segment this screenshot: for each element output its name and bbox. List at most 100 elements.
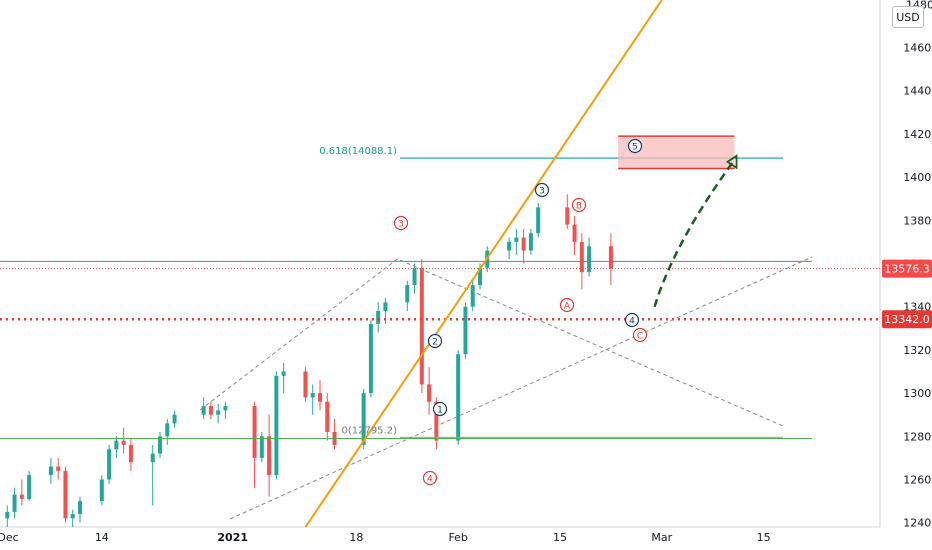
- candle-body: [478, 267, 482, 286]
- candle-body: [579, 241, 584, 273]
- candle-body: [150, 453, 155, 463]
- candle-body: [201, 406, 206, 415]
- level-price-badge: 13342.0: [884, 313, 930, 326]
- level-price-badge-bg[interactable]: [882, 310, 932, 329]
- candle-body: [158, 436, 162, 454]
- trend-line: [304, 0, 663, 528]
- candle-body: [121, 440, 126, 445]
- candle-body: [267, 436, 272, 476]
- time-label: 15: [553, 531, 567, 544]
- candle-body: [608, 246, 613, 269]
- wave-1-marker-circle: [432, 401, 448, 417]
- current-price-badge: 13576.3: [884, 263, 930, 276]
- wave-3-large-marker: 3: [398, 220, 404, 230]
- candle-body: [48, 466, 53, 476]
- time-label: Feb: [448, 531, 467, 544]
- fib-0618-label: 0.618(14088.1): [319, 146, 397, 157]
- candle-body: [78, 501, 82, 515]
- price-tick-label: 14600.0: [903, 42, 932, 55]
- price-tick-label: 12600.0: [903, 473, 932, 486]
- candle-body: [56, 466, 61, 471]
- time-label: 18: [349, 531, 363, 544]
- candle-body: [165, 423, 170, 437]
- wave-3-marker: 3: [539, 187, 545, 197]
- candle-body: [310, 393, 315, 398]
- price-tick-label: 13800.0: [903, 214, 932, 227]
- candle-body: [419, 267, 424, 385]
- channel-lower-line: [229, 256, 813, 520]
- candle-body: [99, 479, 104, 502]
- time-label: 14: [95, 531, 109, 544]
- candle-body: [70, 514, 75, 519]
- candle-body: [19, 494, 24, 499]
- candles-layer: [5, 194, 613, 527]
- wave-B-marker-circle: [571, 197, 587, 213]
- wave-A-marker: A: [564, 302, 571, 312]
- projection-arrowhead: [725, 154, 738, 170]
- candle-body: [128, 444, 133, 463]
- candle-body: [412, 267, 417, 286]
- candle-body: [208, 406, 213, 415]
- price-axis[interactable]: 14600.014400.014200.014000.013800.013600…: [882, 0, 932, 530]
- candle-body: [405, 285, 410, 303]
- candle-body: [572, 224, 577, 242]
- price-tick-label: 12400.0: [903, 517, 932, 530]
- candle-body: [376, 311, 381, 324]
- candle-body: [587, 246, 592, 273]
- candle-body: [281, 371, 286, 376]
- price-tick-label: 14000.0: [903, 171, 932, 184]
- candle-body: [536, 207, 541, 234]
- candle-body: [507, 241, 512, 251]
- wave-3-marker-circle: [534, 182, 550, 198]
- fib-0-label: 0(12795.2): [341, 425, 397, 436]
- candle-body: [521, 237, 526, 251]
- candle-body: [27, 475, 32, 499]
- candle-body: [325, 401, 330, 432]
- price-tick-label-top: 14800.0: [906, 0, 932, 11]
- candle-body: [463, 306, 468, 355]
- wave-4-marker-circle: [422, 470, 438, 486]
- wave-2-marker-circle: [427, 333, 443, 349]
- current-price-badge-bg[interactable]: [882, 259, 932, 278]
- candle-body: [303, 371, 308, 398]
- candle-body: [107, 449, 112, 480]
- price-tick-label: 12800.0: [903, 430, 932, 443]
- time-label: 15: [757, 531, 771, 544]
- wave-3-large-marker-circle: [393, 215, 409, 231]
- candle-body: [383, 302, 388, 312]
- candle-body: [514, 237, 519, 242]
- price-tick-label: 14400.0: [903, 85, 932, 98]
- candle-body: [470, 285, 475, 307]
- candle-body: [114, 440, 119, 450]
- wave-C-marker-circle: [632, 327, 648, 343]
- currency-badge[interactable]: USD: [892, 6, 924, 28]
- labels-layer: 1 2 3 4 5 3 4 B A C 0.618(14088.1) 0(12795.2): [319, 138, 648, 486]
- wave-B-marker: B: [576, 202, 582, 212]
- time-label: Mar: [651, 531, 672, 544]
- candle-body: [5, 511, 10, 519]
- candle-body: [318, 393, 322, 402]
- wave-A-marker-circle: [559, 297, 575, 313]
- wave-2-marker: 2: [432, 338, 438, 348]
- candle-body: [528, 233, 533, 251]
- time-axis[interactable]: Dec 14 2021 18 Feb 15 Mar 15: [0, 531, 771, 544]
- candle-body: [223, 406, 228, 411]
- candle-body: [216, 410, 221, 415]
- wave-5-marker: 5: [632, 143, 638, 153]
- candle-body: [361, 393, 366, 445]
- wave-4-target-marker-circle: [624, 312, 640, 328]
- candle-body: [63, 470, 68, 519]
- candle-body: [427, 384, 432, 402]
- wave-4-target-marker: 4: [629, 317, 635, 327]
- candle-body: [12, 494, 17, 512]
- candle-body: [456, 354, 461, 441]
- candle-body: [368, 323, 373, 394]
- time-label: Dec: [0, 531, 19, 544]
- price-tick-label: 13200.0: [903, 344, 932, 357]
- projection-arrow: [653, 159, 736, 308]
- candle-body: [434, 401, 439, 441]
- candle-body: [252, 406, 257, 458]
- price-tick-label: 13000.0: [903, 387, 932, 400]
